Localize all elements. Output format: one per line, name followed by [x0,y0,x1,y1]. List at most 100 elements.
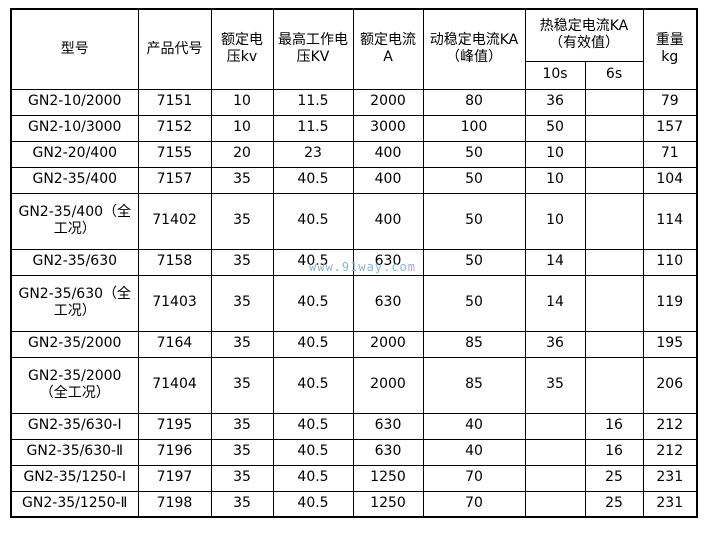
cell-model: GN2-35/630-Ⅰ [10,412,139,440]
cell-dynamic-current: 70 [422,464,526,492]
table-row: GN2-20/400 7155 20 23 400 50 10 71 [10,140,698,168]
cell-rated-current: 400 [352,166,424,194]
cell-dynamic-current: 100 [422,114,526,142]
cell-rated-voltage: 35 [210,356,274,414]
cell-rated-voltage: 10 [210,114,274,142]
table-row: GN2-10/3000 7152 10 11.5 3000 100 50 157 [10,114,698,142]
cell-dynamic-current: 50 [422,166,526,194]
cell-weight: 119 [642,274,698,332]
cell-rated-voltage: 35 [210,412,274,440]
cell-dynamic-current: 50 [422,274,526,332]
table-header-row: 型号 产品代号 额定电 压kv 最高工作电 压KV 额定电流 A 动稳定电流KA… [10,8,698,90]
cell-max-voltage: 23 [272,140,354,168]
cell-product-code: 7157 [137,166,212,194]
cell-rated-voltage: 35 [210,192,274,250]
table-row: GN2-35/2000 （全工况） 71404 35 40.5 2000 85 … [10,356,698,414]
cell-model: GN2-35/1250-Ⅰ [10,464,139,492]
cell-product-code: 7198 [137,490,212,518]
cell-product-code: 7152 [137,114,212,142]
cell-model: GN2-35/630 [10,248,139,276]
header-thermal-6s: 6s [584,60,644,90]
cell-max-voltage: 40.5 [272,412,354,440]
cell-rated-voltage: 35 [210,438,274,466]
cell-model: GN2-20/400 [10,140,139,168]
cell-thermal-6s [584,140,644,168]
cell-rated-current: 630 [352,248,424,276]
cell-weight: 231 [642,464,698,492]
table-row: GN2-35/2000 7164 35 40.5 2000 85 36 195 [10,330,698,358]
header-max-working-voltage: 最高工作电 压KV [272,8,354,90]
table-row: GN2-35/1250-Ⅰ 7197 35 40.5 1250 70 25 23… [10,464,698,492]
cell-thermal-10s: 10 [524,166,586,194]
cell-weight: 110 [642,248,698,276]
cell-product-code: 71402 [137,192,212,250]
cell-thermal-6s [584,88,644,116]
cell-product-code: 7195 [137,412,212,440]
cell-max-voltage: 11.5 [272,114,354,142]
cell-thermal-10s [524,490,586,518]
cell-rated-current: 400 [352,140,424,168]
cell-rated-current: 2000 [352,330,424,358]
cell-rated-current: 2000 [352,356,424,414]
cell-dynamic-current: 80 [422,88,526,116]
cell-rated-voltage: 35 [210,464,274,492]
cell-thermal-10s: 50 [524,114,586,142]
table-row: GN2-10/2000 7151 10 11.5 2000 80 36 79 [10,88,698,116]
cell-thermal-10s: 14 [524,248,586,276]
cell-model: GN2-35/400 [10,166,139,194]
cell-thermal-6s [584,356,644,414]
cell-product-code: 71404 [137,356,212,414]
cell-dynamic-current: 50 [422,140,526,168]
table-row: GN2-35/630-Ⅱ 7196 35 40.5 630 40 16 212 [10,438,698,466]
cell-max-voltage: 40.5 [272,248,354,276]
cell-weight: 71 [642,140,698,168]
cell-rated-voltage: 10 [210,88,274,116]
cell-thermal-10s: 35 [524,356,586,414]
cell-rated-current: 2000 [352,88,424,116]
cell-dynamic-current: 40 [422,412,526,440]
cell-weight: 231 [642,490,698,518]
cell-thermal-10s: 36 [524,88,586,116]
cell-product-code: 7197 [137,464,212,492]
cell-weight: 206 [642,356,698,414]
cell-rated-current: 3000 [352,114,424,142]
cell-max-voltage: 40.5 [272,490,354,518]
header-product-code: 产品代号 [137,8,212,90]
cell-model: GN2-10/3000 [10,114,139,142]
cell-max-voltage: 40.5 [272,274,354,332]
cell-rated-voltage: 20 [210,140,274,168]
cell-model: GN2-35/2000 （全工况） [10,356,139,414]
cell-product-code: 71403 [137,274,212,332]
cell-thermal-6s: 25 [584,490,644,518]
cell-model: GN2-35/630-Ⅱ [10,438,139,466]
cell-thermal-6s [584,248,644,276]
cell-rated-voltage: 35 [210,166,274,194]
cell-dynamic-current: 70 [422,490,526,518]
cell-thermal-10s: 36 [524,330,586,358]
cell-weight: 104 [642,166,698,194]
cell-max-voltage: 40.5 [272,464,354,492]
cell-weight: 114 [642,192,698,250]
cell-rated-current: 630 [352,274,424,332]
cell-rated-current: 1250 [352,490,424,518]
cell-product-code: 7164 [137,330,212,358]
cell-thermal-6s: 25 [584,464,644,492]
cell-dynamic-current: 40 [422,438,526,466]
cell-thermal-10s [524,464,586,492]
cell-thermal-6s [584,330,644,358]
cell-thermal-6s: 16 [584,412,644,440]
header-model: 型号 [10,8,139,90]
cell-weight: 79 [642,88,698,116]
product-spec-table: 型号 产品代号 额定电 压kv 最高工作电 压KV 额定电流 A 动稳定电流KA… [10,8,699,518]
cell-rated-voltage: 35 [210,274,274,332]
cell-product-code: 7196 [137,438,212,466]
cell-model: GN2-35/2000 [10,330,139,358]
cell-weight: 195 [642,330,698,358]
cell-model: GN2-10/2000 [10,88,139,116]
cell-rated-current: 630 [352,412,424,440]
cell-model: GN2-35/1250-Ⅱ [10,490,139,518]
header-rated-current: 额定电流 A [352,8,424,90]
table-row: GN2-35/630 7158 35 40.5 630 50 14 110 [10,248,698,276]
cell-product-code: 7158 [137,248,212,276]
table-row: GN2-35/1250-Ⅱ 7198 35 40.5 1250 70 25 23… [10,490,698,518]
